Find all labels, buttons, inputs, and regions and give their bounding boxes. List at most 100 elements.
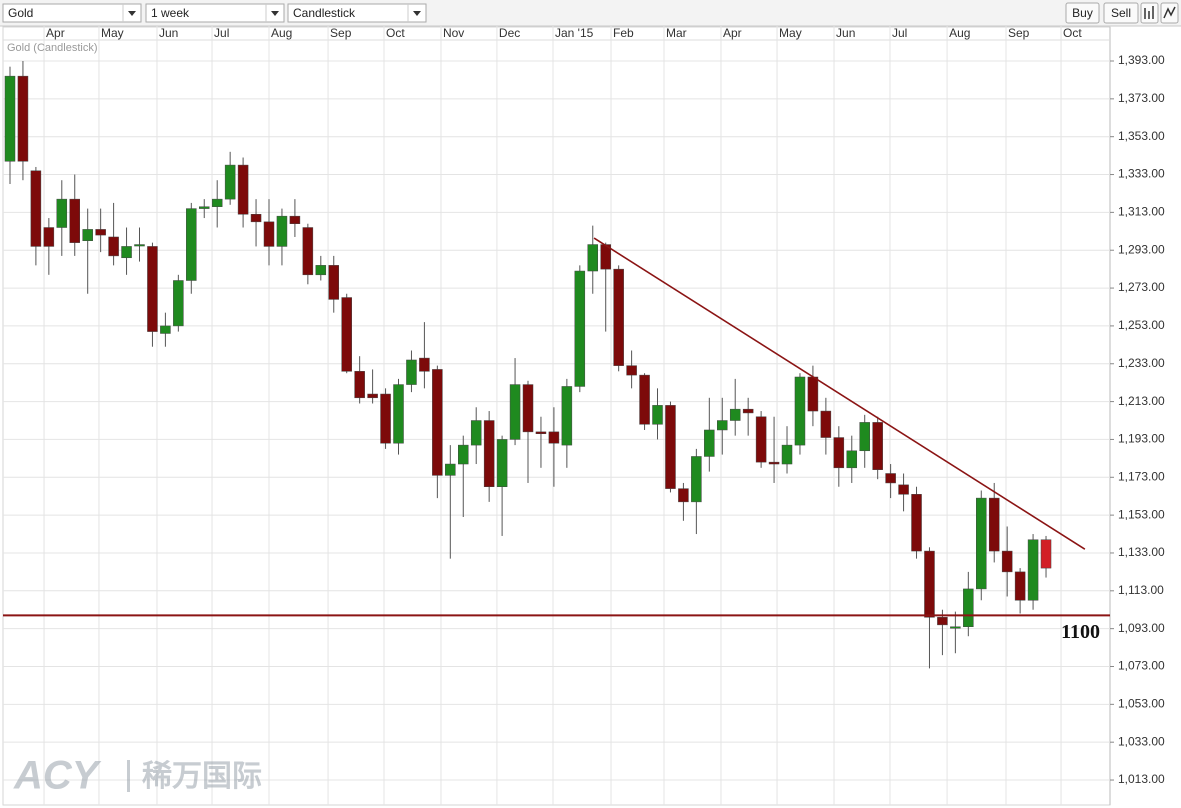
candle [328,255,340,313]
candle-body [224,164,236,200]
y-tick-label: 1,113.00 [1118,583,1164,597]
interval-select[interactable]: 1 week [145,3,285,23]
candle [924,547,935,669]
candle-body [729,408,741,421]
candle [1001,526,1013,597]
settings-button[interactable] [1160,2,1179,24]
candle [691,448,702,535]
style-select[interactable]: Candlestick [287,3,427,23]
candle [626,350,637,389]
y-tick-label: 1,253.00 [1118,318,1165,332]
candle [4,66,16,184]
candle-body [963,588,974,628]
candle [587,225,599,294]
candle-body [69,198,80,243]
candle [846,435,858,483]
candle-body [43,227,55,247]
trend-line [593,237,1086,550]
candle-body [898,484,909,495]
drawing-tool-button[interactable] [1140,2,1159,24]
y-tick-label: 1,173.00 [1118,469,1165,483]
candle-body [458,444,469,465]
watermark-brand: ACY [13,754,102,798]
candle [237,157,249,228]
candle [561,378,573,468]
x-tick-label: Aug [271,26,292,40]
candle [781,426,793,474]
candle [263,199,275,266]
candle [432,365,443,499]
candle [885,464,896,499]
candle [380,388,391,449]
candle-body [1001,550,1013,573]
candle-body [768,461,780,465]
x-tick-label: Oct [1063,26,1082,40]
candle-body [30,170,42,247]
candle-body [742,408,754,414]
candle [17,61,29,181]
x-tick-label: Sep [1008,26,1030,40]
candle-body [976,497,987,590]
y-tick-label: 1,273.00 [1118,280,1165,294]
symbol-select[interactable]: Gold [2,3,142,23]
sell-text: Sell [1111,6,1131,20]
candle [302,223,314,285]
candle-body [17,75,29,162]
candle [742,397,754,436]
candle [1027,534,1039,610]
y-tick-label: 1,313.00 [1118,205,1165,219]
candle [354,356,365,404]
candle [613,265,624,372]
candle-body [250,214,262,223]
candle-body [496,439,508,487]
candle-body [626,365,637,376]
candle-body [432,369,443,476]
y-tick-label: 1,073.00 [1118,659,1165,673]
candle-body [665,405,676,489]
candle-body [483,420,495,487]
candle-body [1014,571,1026,601]
y-tick-label: 1,153.00 [1118,507,1165,521]
candle-body [794,376,806,446]
candle [121,227,132,275]
candle [652,388,663,440]
y-tick-label: 1,293.00 [1118,242,1165,256]
candle [483,411,495,502]
candle [95,208,106,253]
candle [937,609,948,656]
candle [406,350,417,393]
candle-body [704,429,715,457]
candle [833,426,845,487]
buy-button[interactable]: Buy [1065,2,1100,24]
candle [1040,535,1052,578]
candle [522,380,534,483]
watermark-chinese: 稀万国际 [142,760,262,793]
candle [665,401,676,493]
candle [341,293,352,374]
x-tick-label: Jan '15 [555,26,594,40]
sell-button[interactable]: Sell [1103,2,1139,24]
candle [639,373,650,430]
candle [548,407,560,487]
candle-body [859,422,870,452]
candle [820,397,832,455]
candle-body [4,75,16,162]
y-tick-label: 1,033.00 [1118,734,1165,748]
candle-body [924,550,935,618]
y-tick-label: 1,093.00 [1118,621,1165,635]
x-tick-label: Jun [159,26,178,40]
candle [794,373,806,455]
candle-body [885,473,896,484]
watermark-separator [127,760,130,792]
candle [69,174,80,256]
candle [315,255,327,281]
candle [186,202,197,294]
candle-body [108,236,119,257]
candle [289,199,301,237]
candle [250,199,262,247]
candle-body [574,270,586,387]
candle [198,199,210,219]
candle [496,435,508,536]
candle [678,482,689,521]
